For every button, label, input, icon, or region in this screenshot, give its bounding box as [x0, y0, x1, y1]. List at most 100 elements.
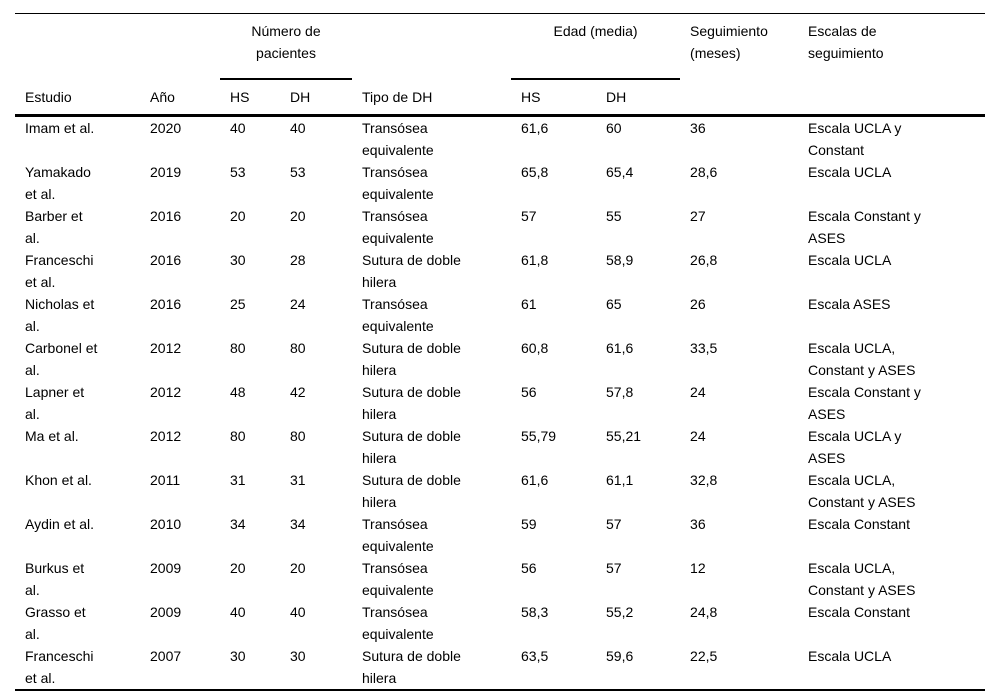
- cell-seguimiento: 28,6: [690, 164, 718, 180]
- cell-dh-pacientes: 31: [290, 472, 306, 488]
- cell-dh-edad: 65: [606, 296, 622, 312]
- cell-hs-edad: 61,6: [521, 472, 549, 488]
- cell-seguimiento: 32,8: [690, 472, 718, 488]
- cell-ano: 2016: [150, 208, 182, 224]
- table-row: Franceschi et al. 2016 30 28 Sutura de d…: [15, 249, 985, 293]
- cell-hs-edad: 58,3: [521, 604, 549, 620]
- col-header-seguimiento: Seguimiento (meses): [680, 13, 799, 117]
- cell-dh-pacientes: 20: [290, 560, 306, 576]
- cell-dh-pacientes: 42: [290, 384, 306, 400]
- cell-seguimiento: 12: [690, 560, 706, 576]
- cell-escalas: Escala UCLA: [808, 164, 892, 180]
- cell-estudio: Franceschi et al.: [25, 648, 94, 686]
- cell-escalas: Escala UCLA: [808, 648, 892, 664]
- col-header-tipo-dh: Tipo de DH: [352, 79, 512, 117]
- cell-estudio: Franceschi et al.: [25, 252, 94, 290]
- cell-ano: 2012: [150, 340, 182, 356]
- col-header-dh-edad: DH: [596, 79, 681, 117]
- cell-seguimiento: 24: [690, 428, 706, 444]
- cell-tipo-dh: Transósea equivalente: [362, 516, 434, 554]
- cell-escalas: Escala UCLA, Constant y ASES: [808, 472, 916, 510]
- cell-escalas: Escala UCLA, Constant y ASES: [808, 340, 916, 378]
- cell-dh-edad: 60: [606, 120, 622, 136]
- cell-ano: 2016: [150, 252, 182, 268]
- cell-dh-pacientes: 40: [290, 120, 306, 136]
- cell-tipo-dh: Transósea equivalente: [362, 120, 434, 158]
- cell-hs-pacientes: 20: [230, 208, 246, 224]
- cell-hs-edad: 56: [521, 384, 537, 400]
- cell-dh-edad: 57: [606, 560, 622, 576]
- cell-tipo-dh: Sutura de doble hilera: [362, 384, 461, 422]
- cell-escalas: Escala UCLA y Constant: [808, 120, 902, 158]
- table-row: Nicholas et al. 2016 25 24 Transósea equ…: [15, 293, 985, 337]
- cell-seguimiento: 24,8: [690, 604, 718, 620]
- cell-seguimiento: 22,5: [690, 648, 718, 664]
- cell-escalas: Escala UCLA, Constant y ASES: [808, 560, 916, 598]
- cell-ano: 2012: [150, 428, 182, 444]
- cell-dh-pacientes: 53: [290, 164, 306, 180]
- cell-tipo-dh: Sutura de doble hilera: [362, 648, 461, 686]
- table-header: Número de pacientes Edad (media) Seguimi…: [15, 13, 986, 117]
- cell-ano: 2007: [150, 648, 182, 664]
- cell-hs-pacientes: 48: [230, 384, 246, 400]
- cell-ano: 2010: [150, 516, 182, 532]
- cell-dh-pacientes: 40: [290, 604, 306, 620]
- cell-escalas: Escala UCLA y ASES: [808, 428, 902, 466]
- cell-ano: 2009: [150, 604, 182, 620]
- cell-estudio: Burkus et al.: [25, 560, 85, 598]
- cell-estudio: Khon et al.: [25, 472, 92, 488]
- cell-seguimiento: 27: [690, 208, 706, 224]
- cell-hs-pacientes: 53: [230, 164, 246, 180]
- cell-tipo-dh: Transósea equivalente: [362, 604, 434, 642]
- table-row: Grasso et al. 2009 40 40 Transósea equiv…: [15, 601, 985, 645]
- cell-escalas: Escala Constant y ASES: [808, 384, 921, 422]
- table-body: Imam et al. 2020 40 40 Transósea equival…: [15, 116, 985, 691]
- table-row: Aydin et al. 2010 34 34 Transósea equiva…: [15, 513, 985, 557]
- cell-tipo-dh: Transósea equivalente: [362, 296, 434, 334]
- col-group-numero-pacientes: Número de pacientes: [220, 13, 353, 80]
- header-spacer: [352, 14, 511, 80]
- table-row: Yamakado et al. 2019 53 53 Transósea equ…: [15, 161, 985, 205]
- table-row: Ma et al. 2012 80 80 Sutura de doble hil…: [15, 425, 985, 469]
- cell-seguimiento: 24: [690, 384, 706, 400]
- col-group-edad-media: Edad (media): [511, 13, 681, 80]
- table-row: Lapner et al. 2012 48 42 Sutura de doble…: [15, 381, 985, 425]
- cell-tipo-dh: Transósea equivalente: [362, 560, 434, 598]
- cell-seguimiento: 33,5: [690, 340, 718, 356]
- cell-hs-pacientes: 20: [230, 560, 246, 576]
- cell-tipo-dh: Sutura de doble hilera: [362, 428, 461, 466]
- cell-estudio: Aydin et al.: [25, 516, 95, 532]
- cell-hs-pacientes: 30: [230, 648, 246, 664]
- cell-dh-pacientes: 80: [290, 428, 306, 444]
- cell-estudio: Nicholas et al.: [25, 296, 95, 334]
- cell-estudio: Yamakado et al.: [25, 164, 91, 202]
- cell-ano: 2019: [150, 164, 182, 180]
- col-header-hs-pacientes: HS: [220, 79, 280, 117]
- header-group-row: Número de pacientes Edad (media) Seguimi…: [15, 13, 986, 117]
- cell-estudio: Barber et al.: [25, 208, 83, 246]
- cell-dh-pacientes: 34: [290, 516, 306, 532]
- cell-dh-pacientes: 20: [290, 208, 306, 224]
- cell-dh-edad: 61,1: [606, 472, 634, 488]
- cell-dh-edad: 57,8: [606, 384, 634, 400]
- cell-hs-edad: 57: [521, 208, 537, 224]
- cell-hs-pacientes: 25: [230, 296, 246, 312]
- cell-hs-pacientes: 40: [230, 120, 246, 136]
- cell-dh-pacientes: 80: [290, 340, 306, 356]
- header-column-row: Estudio Año HS DH Tipo de DH HS DH: [15, 79, 985, 117]
- cell-estudio: Lapner et al.: [25, 384, 85, 422]
- cell-hs-pacientes: 40: [230, 604, 246, 620]
- cell-escalas: Escala ASES: [808, 296, 891, 312]
- table-row: Khon et al. 2011 31 31 Sutura de doble h…: [15, 469, 985, 513]
- cell-hs-edad: 61: [521, 296, 537, 312]
- cell-escalas: Escala UCLA: [808, 252, 892, 268]
- cell-hs-edad: 60,8: [521, 340, 549, 356]
- cell-hs-edad: 55,79: [521, 428, 557, 444]
- cell-hs-edad: 59: [521, 516, 537, 532]
- cell-dh-edad: 55,2: [606, 604, 634, 620]
- cell-tipo-dh: Sutura de doble hilera: [362, 340, 461, 378]
- header-spacer: [15, 14, 140, 80]
- cell-estudio: Ma et al.: [25, 428, 79, 444]
- cell-dh-edad: 59,6: [606, 648, 634, 664]
- cell-dh-edad: 55: [606, 208, 622, 224]
